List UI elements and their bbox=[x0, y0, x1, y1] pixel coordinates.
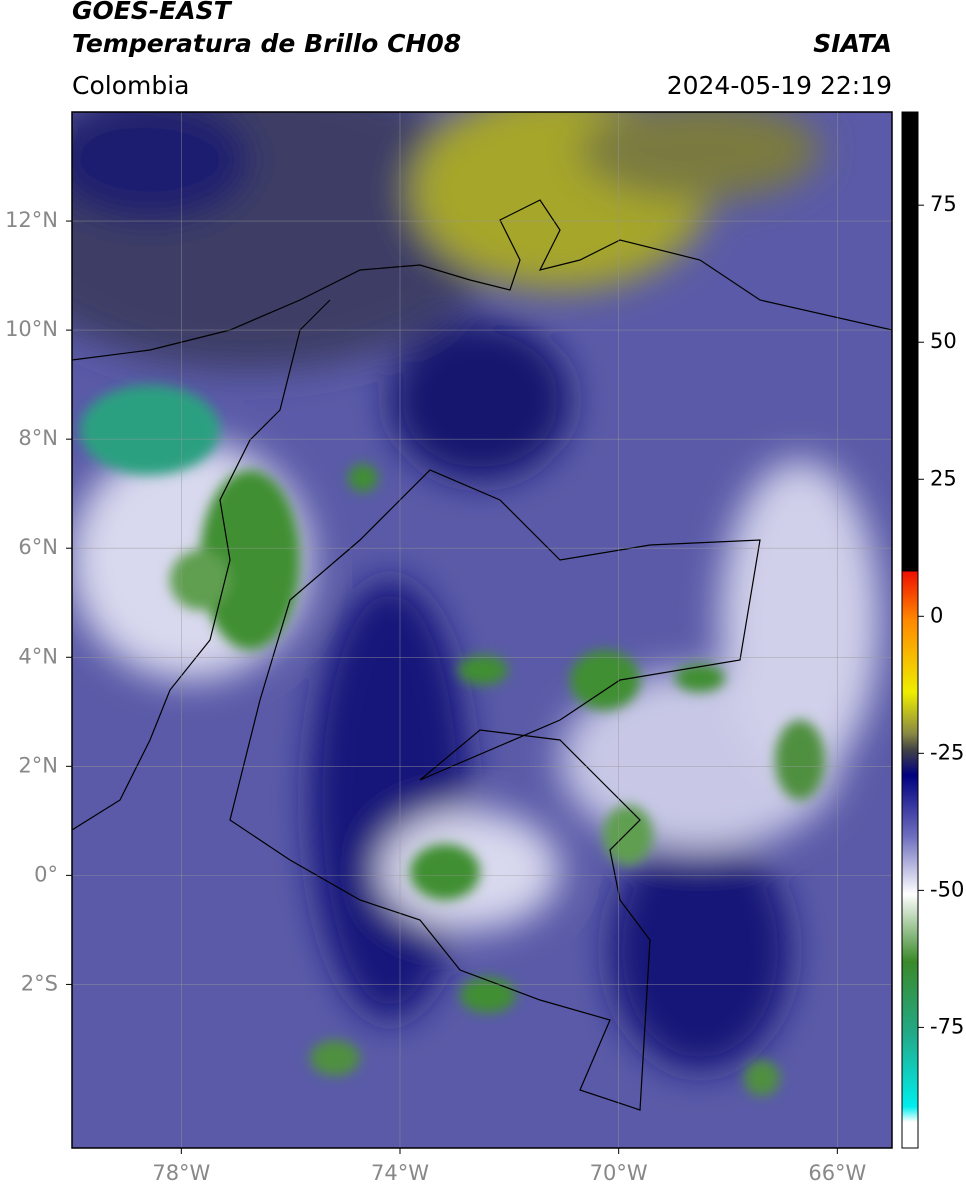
source: SIATA bbox=[813, 29, 892, 58]
y-tick-label: 0° bbox=[34, 862, 58, 886]
y-tick-label: 10°N bbox=[5, 317, 58, 341]
colorbar-tick-label: -75 bbox=[930, 1014, 964, 1038]
x-tick-label: 70°W bbox=[590, 1161, 648, 1185]
map-frame bbox=[71, 111, 893, 1149]
x-tick-label: 74°W bbox=[371, 1161, 429, 1185]
colorbar-tick-label: 0 bbox=[930, 603, 943, 627]
y-tick-label: 8°N bbox=[18, 426, 58, 450]
y-tick-label: 4°N bbox=[18, 644, 58, 668]
x-tick-label: 66°W bbox=[808, 1161, 866, 1185]
timestamp: 2024-05-19 22:19 bbox=[667, 71, 892, 100]
satellite-image bbox=[72, 112, 892, 1148]
colorbar-tick-label: -25 bbox=[930, 740, 964, 764]
y-tick-label: 2°S bbox=[21, 971, 58, 995]
y-tick-label: 6°N bbox=[18, 535, 58, 559]
region: Colombia bbox=[72, 71, 189, 100]
colorbar-tick-label: -50 bbox=[930, 877, 964, 901]
subtitle: Temperatura de Brillo CH08 bbox=[72, 29, 461, 58]
y-tick-label: 2°N bbox=[18, 753, 58, 777]
x-tick-label: 78°W bbox=[152, 1161, 210, 1185]
title: GOES-EAST bbox=[72, 0, 233, 25]
colorbar-tick-label: 75 bbox=[930, 192, 957, 216]
colorbar-tick-label: 50 bbox=[930, 329, 957, 353]
colorbar-tick-label: 25 bbox=[930, 466, 957, 490]
y-tick-label: 12°N bbox=[5, 208, 58, 232]
colorbar bbox=[901, 111, 919, 1149]
